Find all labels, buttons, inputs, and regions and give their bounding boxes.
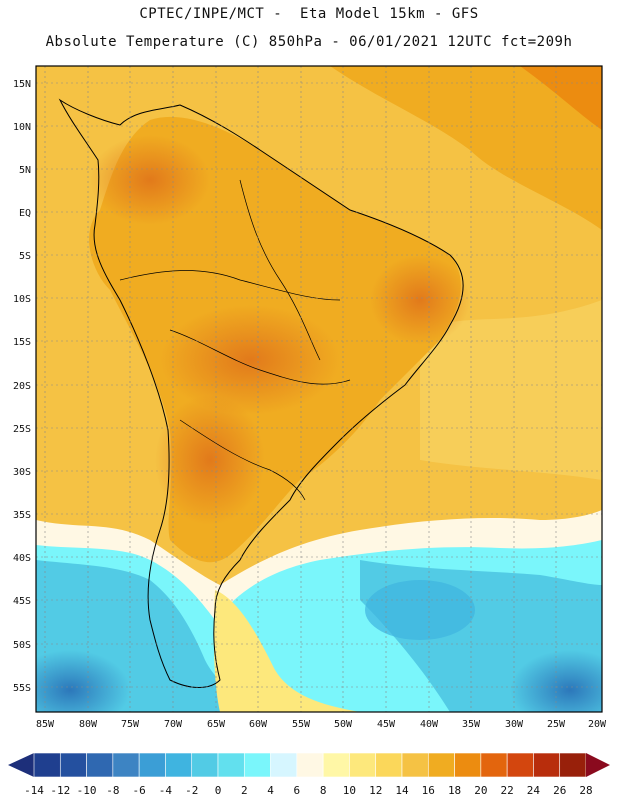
lat-label: 10N: [13, 122, 31, 133]
plot-frame: [35, 65, 603, 713]
border-line: [179, 419, 306, 501]
lon-label: 85W: [36, 719, 55, 730]
lat-label: 10S: [13, 294, 31, 305]
colorbar-label: 10: [343, 784, 356, 797]
colorbar-overflow-arrow: [586, 753, 610, 777]
lon-label: 55W: [292, 719, 311, 730]
lat-label: 25S: [13, 424, 31, 435]
lon-label: 45W: [377, 719, 396, 730]
colorbar-cell: [506, 752, 534, 778]
colorbar-cell: [296, 752, 324, 778]
lon-label: 60W: [249, 719, 268, 730]
colorbar-cell: [322, 752, 350, 778]
colorbar-label: 4: [267, 784, 274, 797]
colorbar-cell: [217, 752, 245, 778]
colorbar-cell: [165, 752, 193, 778]
colorbar-label: 0: [215, 784, 222, 797]
lon-label: 80W: [79, 719, 98, 730]
colorbar-label: -4: [159, 784, 173, 797]
cold-core-southwest: [36, 650, 130, 712]
colorbar-label: 16: [422, 784, 435, 797]
warm-band-northeast: [330, 66, 602, 230]
colorbar-cell: [480, 752, 508, 778]
colorbar-label: -12: [50, 784, 70, 797]
colorbar-label: 20: [474, 784, 487, 797]
colorbar-cell: [427, 752, 455, 778]
lon-label: 50W: [334, 719, 353, 730]
colorbar-label: 2: [241, 784, 248, 797]
mild-band-east: [420, 300, 602, 480]
colorbar-cell: [243, 752, 271, 778]
colorbar-cell: [401, 752, 429, 778]
colorbar-label: 12: [369, 784, 382, 797]
lon-label: 40W: [420, 719, 439, 730]
colorbar-cell: [533, 752, 561, 778]
chart-title: CPTEC/INPE/MCT - Eta Model 15km - GFS: [139, 6, 479, 22]
colorbar-cell: [191, 752, 219, 778]
lon-label: 35W: [462, 719, 481, 730]
colorbar-labels: -14 -12 -10 -8 -6 -4 -2 0 2 4 6 8 10 12 14 16 18 20 22 24 26…: [24, 784, 593, 797]
hot-band-northeast: [520, 66, 602, 130]
hot-core-south: [155, 395, 265, 525]
lat-label: 5N: [19, 165, 31, 176]
lat-label: 30S: [13, 467, 31, 478]
coastline: [58, 98, 464, 688]
colorbar-cell: [86, 752, 114, 778]
lat-label: 55S: [13, 683, 31, 694]
warm-tongue-patagonia: [213, 590, 360, 712]
colorbar-underflow-arrow: [8, 753, 34, 777]
grid: [36, 66, 602, 712]
colorbar-label: 24: [527, 784, 541, 797]
lon-label: 20W: [588, 719, 607, 730]
border-line: [119, 270, 341, 301]
lat-label: 35S: [13, 510, 31, 521]
latitude-axis: 15N 10N 5N EQ 5S 10S 15S 20S 25S 30S 35S…: [13, 79, 31, 694]
colorbar-cell: [33, 752, 61, 778]
colorbar-label: -10: [77, 784, 97, 797]
lat-label: 5S: [19, 251, 31, 262]
colorbar-label: 8: [320, 784, 327, 797]
colorbar-label: 28: [579, 784, 592, 797]
lat-label: 50S: [13, 640, 31, 651]
colorbar-label: 14: [395, 784, 409, 797]
cold-patch-atlantic: [365, 580, 475, 640]
colorbar: -14 -12 -10 -8 -6 -4 -2 0 2 4 6 8 10 12 14 16 18 20 22 24 26…: [8, 752, 610, 797]
colorbar-cells: [33, 752, 587, 778]
colorbar-label: 26: [553, 784, 566, 797]
colorbar-cell: [270, 752, 298, 778]
lon-label: 70W: [164, 719, 183, 730]
hot-core-central: [160, 305, 340, 415]
lat-label: 20S: [13, 381, 31, 392]
colorbar-label: 22: [501, 784, 514, 797]
temperature-field: [36, 66, 602, 712]
colorbar-label: 6: [294, 784, 301, 797]
hot-core-north: [90, 135, 210, 225]
lat-label: 15N: [13, 79, 31, 90]
lon-label: 65W: [207, 719, 226, 730]
colorbar-label: 18: [448, 784, 461, 797]
chart-subtitle: Absolute Temperature (C) 850hPa - 06/01/…: [45, 34, 573, 50]
lat-label: 15S: [13, 337, 31, 348]
border-line: [239, 179, 321, 361]
lat-label: 45S: [13, 596, 31, 607]
colorbar-label: -2: [185, 784, 198, 797]
colorbar-label: -6: [133, 784, 146, 797]
colorbar-cell: [112, 752, 140, 778]
colorbar-cell: [454, 752, 482, 778]
colorbar-cell: [138, 752, 166, 778]
colorbar-cell: [59, 752, 87, 778]
lat-label: EQ: [19, 208, 31, 219]
lon-label: 75W: [121, 719, 140, 730]
lat-label: 40S: [13, 553, 31, 564]
hot-core-northeast: [370, 255, 470, 345]
lon-label: 25W: [547, 719, 566, 730]
colorbar-cell: [349, 752, 377, 778]
colorbar-cell: [375, 752, 403, 778]
colorbar-label: -8: [106, 784, 119, 797]
lon-label: 30W: [505, 719, 524, 730]
colorbar-label: -14: [24, 784, 44, 797]
longitude-axis: 85W 80W 75W 70W 65W 60W 55W 50W 45W 40W …: [36, 719, 607, 730]
colorbar-cell: [559, 752, 587, 778]
